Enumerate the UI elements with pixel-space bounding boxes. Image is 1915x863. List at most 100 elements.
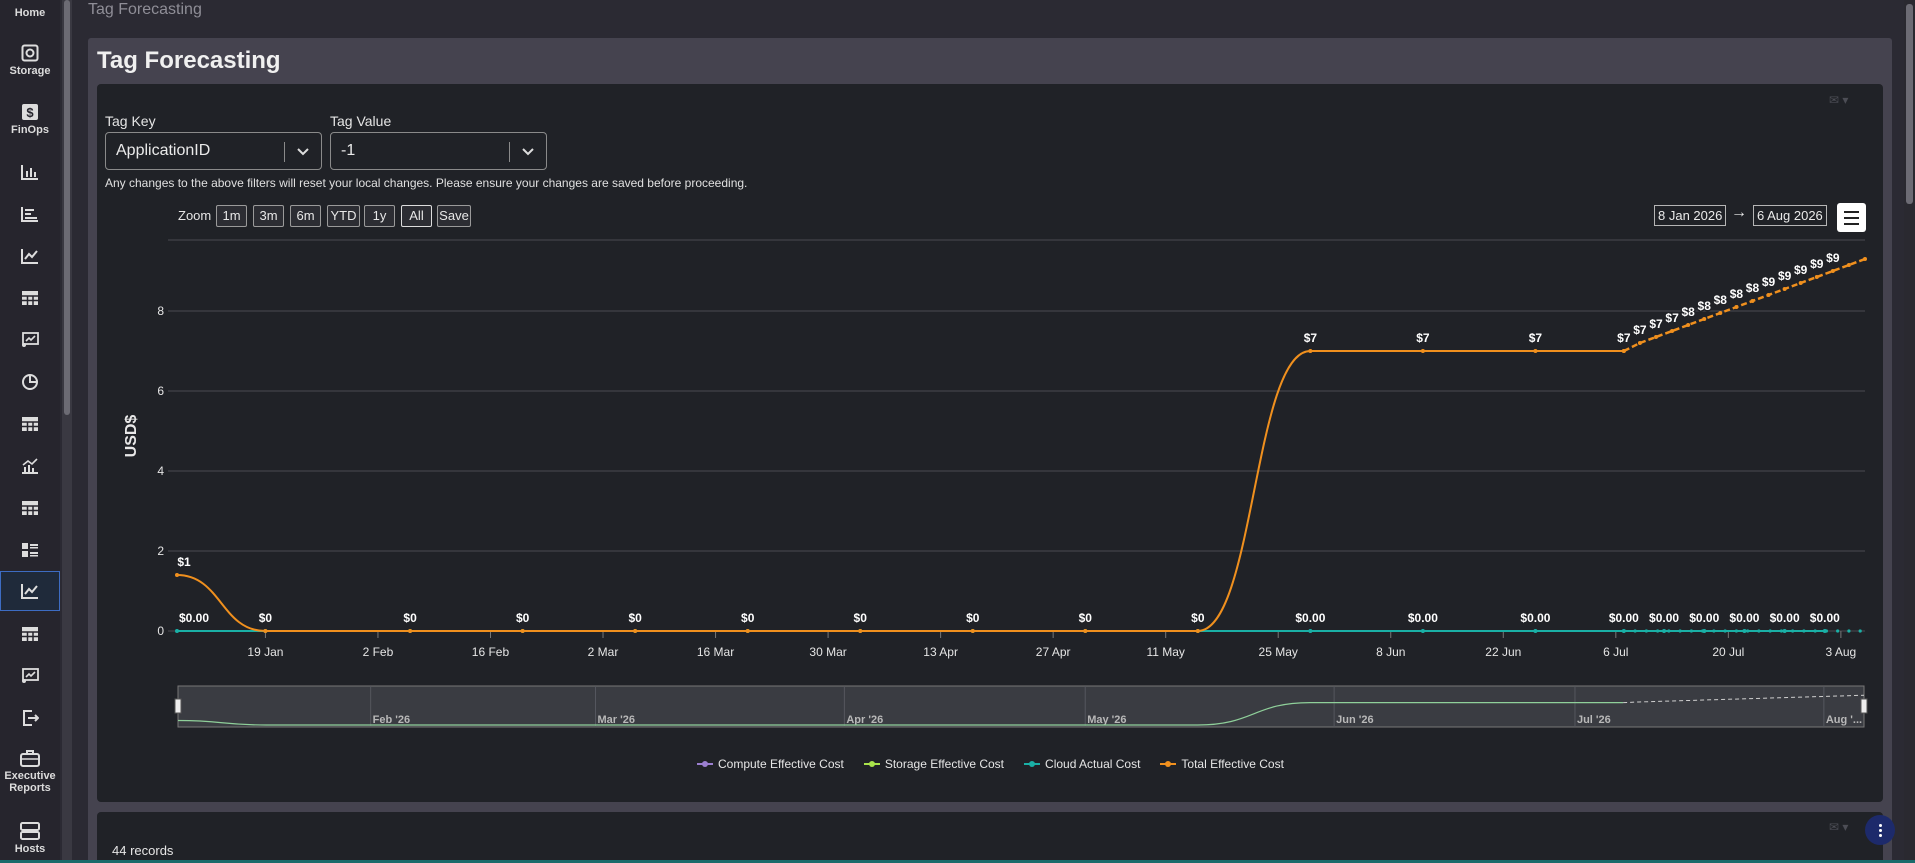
cloud-actual-data-label: $0.00: [1609, 611, 1639, 625]
legend-item[interactable]: Compute Effective Cost: [697, 757, 844, 771]
total-effective-data-label: $0: [1079, 611, 1093, 625]
total-effective-data-label: $7: [1617, 331, 1631, 345]
nav-executive-reports[interactable]: Executive Reports: [0, 745, 60, 797]
chart-legend: Compute Effective Cost Storage Effective …: [697, 757, 1284, 771]
nav-storage[interactable]: Storage: [0, 38, 60, 82]
nav-storage-label: Storage: [9, 64, 51, 77]
chevron-down-icon[interactable]: [520, 144, 536, 165]
zoom-6m-button[interactable]: 6m: [290, 205, 321, 227]
tag-key-value: ApplicationID: [116, 142, 211, 159]
sidebar-scrollbar[interactable]: [62, 0, 72, 863]
nav-tag-forecasting[interactable]: [0, 571, 60, 611]
total-effective-point: [1420, 349, 1425, 353]
zoom-1y-button[interactable]: 1y: [364, 205, 395, 227]
nav-bar-chart[interactable]: [0, 159, 60, 185]
total-effective-data-label: $7: [1649, 317, 1663, 331]
total-effective-point: [408, 629, 413, 633]
cloud-actual-point: [1757, 629, 1761, 633]
legend-item[interactable]: Storage Effective Cost: [863, 757, 1004, 771]
records-count: 44 records: [112, 843, 174, 858]
total-effective-forecast-point: [1830, 269, 1835, 273]
breadcrumb: Tag Forecasting: [88, 1, 202, 18]
cloud-actual-point: [1678, 629, 1682, 633]
hamburger-menu-icon[interactable]: [1837, 203, 1866, 232]
total-effective-point: [1083, 629, 1088, 633]
save-button[interactable]: Save: [437, 205, 471, 227]
export-icon: [21, 709, 39, 727]
total-effective-forecast-point: [1637, 341, 1642, 345]
nav-table-1[interactable]: [0, 285, 60, 311]
total-effective-forecast-point: [1766, 293, 1771, 297]
nav-executive-reports-label: Executive Reports: [4, 769, 56, 794]
line-chart-icon: [21, 583, 39, 599]
navigator-label: Jun '26: [1336, 714, 1373, 726]
navigator-window: [177, 685, 1865, 728]
nav-chart-board-2[interactable]: [0, 663, 60, 689]
cloud-actual-data-label: $0.00: [179, 611, 209, 625]
navigator-right-handle[interactable]: [1860, 698, 1868, 714]
cloud-actual-point: [1308, 629, 1313, 633]
sidebar-scrollbar-thumb[interactable]: [64, 0, 70, 415]
navigator-label: Mar '26: [597, 714, 634, 726]
tag-value-select[interactable]: -1: [330, 132, 547, 170]
x-tick-label: 2 Feb: [363, 645, 394, 659]
zoom-all-button[interactable]: All: [401, 205, 432, 227]
page-scrollbar[interactable]: [1904, 0, 1915, 863]
more-options-icon[interactable]: [1865, 815, 1895, 845]
chart-board-icon: [21, 668, 39, 684]
navigator-left-handle[interactable]: [174, 698, 182, 714]
total-effective-point: [970, 629, 975, 633]
x-tick-label: 22 Jun: [1485, 645, 1521, 659]
total-effective-forecast-point: [1798, 281, 1803, 285]
y-tick-label: 6: [157, 384, 164, 398]
nav-hbar-chart[interactable]: [0, 201, 60, 227]
page-scrollbar-thumb[interactable]: [1906, 4, 1913, 204]
range-to-input[interactable]: 6 Aug 2026: [1753, 205, 1827, 226]
total-effective-point: [1308, 349, 1313, 353]
cloud-actual-point: [1802, 629, 1806, 633]
cloud-actual-point: [1791, 629, 1795, 633]
table-icon: [21, 500, 39, 516]
x-tick-label: 27 Apr: [1036, 645, 1071, 659]
cloud-actual-point: [175, 629, 179, 633]
x-tick-label: 11 May: [1146, 645, 1184, 659]
server-icon: [20, 821, 40, 840]
cloud-actual-point: [1779, 629, 1784, 633]
nav-export[interactable]: [0, 705, 60, 731]
tag-value-value: -1: [341, 142, 356, 159]
nav-table-4[interactable]: [0, 621, 60, 647]
zoom-ytd-button[interactable]: YTD: [327, 205, 360, 227]
range-from-input[interactable]: 8 Jan 2026: [1654, 205, 1727, 226]
cloud-actual-point: [1858, 629, 1862, 633]
total-effective-data-label: $0: [741, 611, 755, 625]
nav-chart-board[interactable]: [0, 327, 60, 353]
legend-symbol: [1024, 761, 1041, 767]
card-options-icon[interactable]: ✉ ▾: [1829, 93, 1849, 107]
nav-finops[interactable]: $ FinOps: [0, 97, 60, 141]
cloud-actual-point: [1689, 629, 1693, 633]
nav-list[interactable]: [0, 537, 60, 563]
cloud-actual-point: [1847, 629, 1851, 633]
zoom-3m-button[interactable]: 3m: [253, 205, 284, 227]
nav-table-3[interactable]: [0, 495, 60, 521]
y-axis-title: USD$: [123, 415, 140, 458]
svg-text:$: $: [26, 105, 34, 120]
cloud-actual-data-label: $0.00: [1408, 611, 1438, 625]
x-tick-label: 16 Feb: [472, 645, 510, 659]
nav-table-2[interactable]: [0, 411, 60, 437]
chevron-down-icon[interactable]: [295, 144, 311, 165]
legend-item[interactable]: Cloud Actual Cost: [1024, 757, 1140, 771]
nav-pie-chart[interactable]: [0, 369, 60, 395]
legend-item[interactable]: Total Effective Cost: [1160, 757, 1284, 771]
cloud-actual-point: [1824, 629, 1829, 633]
cloud-actual-point: [1667, 629, 1671, 633]
nav-home[interactable]: Home: [0, 0, 60, 22]
tag-key-select[interactable]: ApplicationID: [105, 132, 322, 170]
nav-hosts[interactable]: Hosts: [0, 816, 60, 860]
nav-trend-chart[interactable]: [0, 453, 60, 479]
nav-line-chart[interactable]: [0, 243, 60, 269]
range-arrow: →: [1731, 204, 1747, 221]
zoom-1m-button[interactable]: 1m: [216, 205, 247, 227]
card-options-icon[interactable]: ✉ ▾: [1829, 820, 1849, 834]
total-effective-data-label: $9: [1762, 275, 1776, 289]
